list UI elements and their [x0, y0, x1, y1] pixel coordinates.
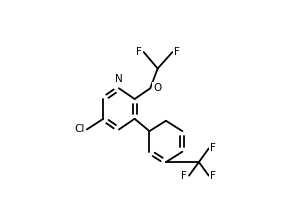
- Text: F: F: [181, 171, 187, 181]
- Text: O: O: [153, 83, 162, 93]
- Text: Cl: Cl: [75, 125, 85, 134]
- Text: N: N: [115, 74, 123, 84]
- Text: F: F: [210, 171, 216, 181]
- Text: F: F: [174, 47, 180, 57]
- Text: F: F: [210, 143, 216, 153]
- Text: F: F: [136, 47, 142, 57]
